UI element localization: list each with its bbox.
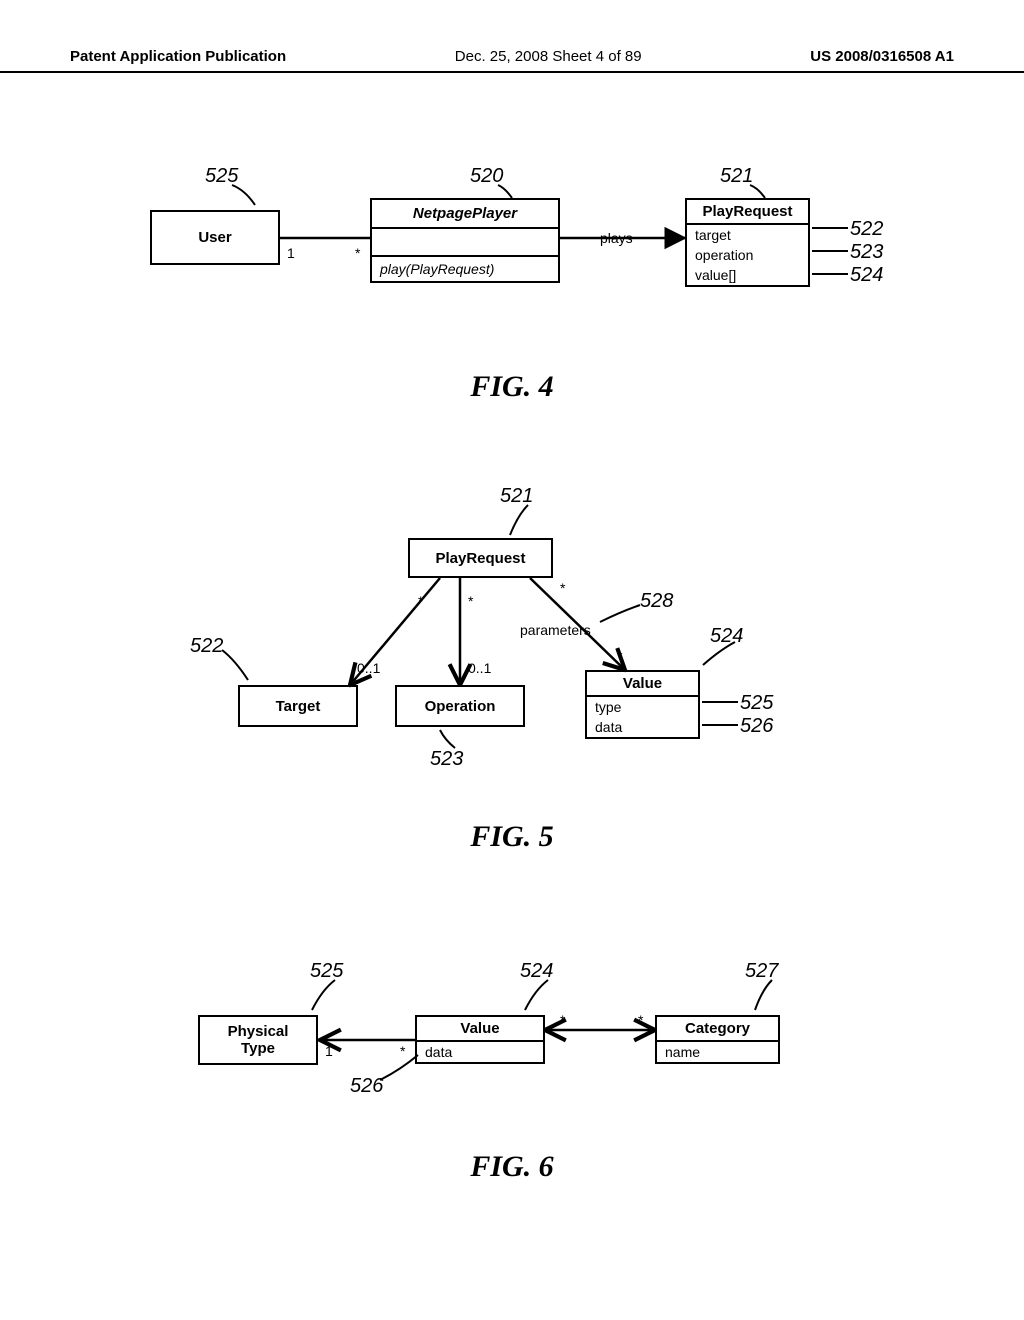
page-header: Patent Application Publication Dec. 25, …	[0, 48, 1024, 73]
ref-528: 528	[640, 590, 673, 613]
plays-label: plays	[600, 230, 633, 246]
value-class-f6: Value data	[415, 1015, 545, 1064]
value-attr-data-f6: data	[417, 1042, 543, 1062]
category-class: Category name	[655, 1015, 780, 1064]
request-title-f5: PlayRequest	[429, 546, 531, 571]
physical-l1: Physical	[200, 1023, 316, 1040]
mult-1-f4: 1	[287, 245, 295, 261]
mult-req-v: *	[560, 580, 565, 596]
mult-req-t: *	[418, 593, 423, 609]
ref-522-f5: 522	[190, 635, 223, 658]
request-attr-target: target	[687, 225, 808, 245]
mult-v: *	[617, 648, 622, 664]
operation-class: Operation	[395, 685, 525, 727]
ref-524-f6: 524	[520, 960, 553, 983]
ref-527: 527	[745, 960, 778, 983]
ref-524-f5: 524	[710, 625, 743, 648]
ref-521-f5: 521	[500, 485, 533, 508]
header-left: Patent Application Publication	[70, 48, 286, 65]
parameters-label: parameters	[520, 622, 591, 638]
physical-l2: Type	[200, 1040, 316, 1057]
request-attr-value: value[]	[687, 265, 808, 285]
category-attr-name: name	[657, 1042, 778, 1062]
value-class-f5: Value type data	[585, 670, 700, 739]
player-op: play(PlayRequest)	[372, 257, 558, 281]
ref-522-f4: 522	[850, 218, 883, 241]
target-title: Target	[270, 694, 327, 719]
fig6-caption: FIG. 6	[0, 1150, 1024, 1184]
mult-o: 0..1	[468, 660, 491, 676]
ref-525-f6: 525	[310, 960, 343, 983]
mult-req-o: *	[468, 593, 473, 609]
request-title: PlayRequest	[687, 200, 808, 223]
ref-526-f6: 526	[350, 1075, 383, 1098]
user-title: User	[192, 225, 237, 250]
header-center: Dec. 25, 2008 Sheet 4 of 89	[455, 48, 642, 65]
operation-title: Operation	[419, 694, 502, 719]
value-attr-type: type	[587, 697, 698, 717]
mult-v2-f6: *	[560, 1012, 565, 1028]
fig5-caption: FIG. 5	[0, 820, 1024, 854]
mult-v1-f6: *	[400, 1043, 405, 1059]
ref-526-f5: 526	[740, 715, 773, 738]
player-title: NetpagePlayer	[372, 200, 558, 227]
request-attr-operation: operation	[687, 245, 808, 265]
value-title-f5: Value	[587, 672, 698, 695]
ref-523-f4: 523	[850, 241, 883, 264]
ref-521-f4: 521	[720, 165, 753, 188]
user-class: User	[150, 210, 280, 265]
category-title: Category	[657, 1017, 778, 1040]
value-title-f6: Value	[417, 1017, 543, 1040]
ref-524-f4: 524	[850, 264, 883, 287]
playrequest-class-f5: PlayRequest	[408, 538, 553, 578]
ref-525-user: 525	[205, 165, 238, 188]
value-attr-data: data	[587, 717, 698, 737]
ref-520: 520	[470, 165, 503, 188]
mult-t: 0..1	[357, 660, 380, 676]
netpageplayer-class: NetpagePlayer play(PlayRequest)	[370, 198, 560, 283]
target-class: Target	[238, 685, 358, 727]
mult-pt: 1	[325, 1043, 333, 1059]
ref-525-f5: 525	[740, 692, 773, 715]
ref-523-f5: 523	[430, 748, 463, 771]
mult-star-f4: *	[355, 245, 360, 261]
physical-type-class: Physical Type	[198, 1015, 318, 1065]
mult-c-f6: *	[638, 1012, 643, 1028]
fig4-caption: FIG. 4	[0, 370, 1024, 404]
playrequest-class: PlayRequest target operation value[]	[685, 198, 810, 287]
header-right: US 2008/0316508 A1	[810, 48, 954, 65]
